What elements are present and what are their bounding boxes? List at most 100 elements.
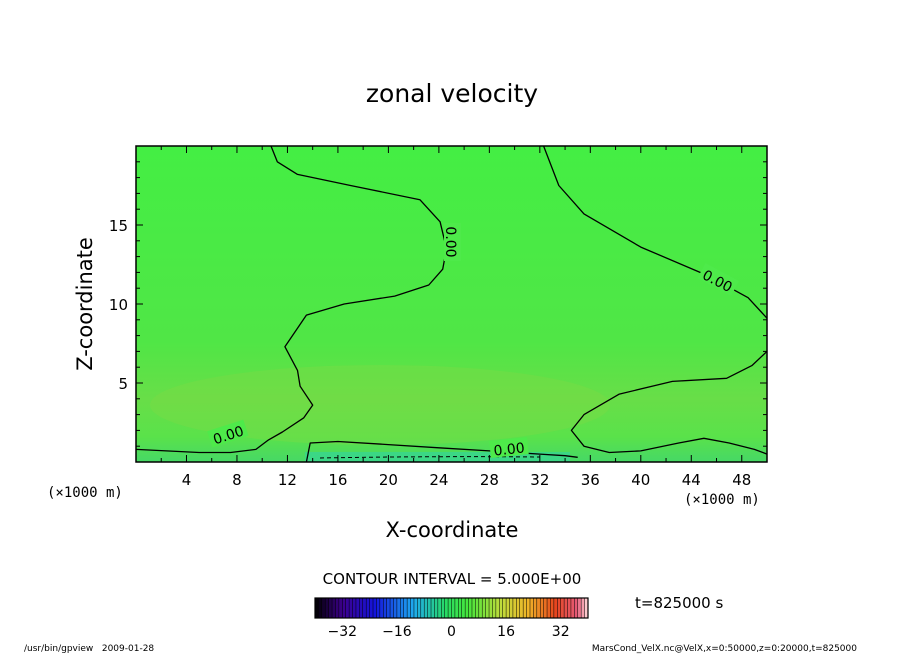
colorbar-swatch [345,598,350,618]
colorbar [314,597,589,619]
colorbar-swatch [332,598,336,618]
colorbar-swatch [584,598,589,618]
colorbar-swatch [485,598,490,618]
colorbar-swatch [328,598,333,618]
contour-label-group: 0.00 [442,223,461,261]
contour-interval-label: CONTOUR INTERVAL = 5.000E+00 [323,570,582,588]
colorbar-swatch [403,598,408,618]
colorbar-swatch [458,598,463,618]
colorbar-swatch [379,598,384,618]
colorbar-swatch [523,598,527,618]
colorbar-swatch [373,598,377,618]
colorbar-swatch [424,598,429,618]
colorbar-swatch [529,598,534,618]
colorbar-tick-label: 0 [447,624,456,640]
colorbar-tick-label: −32 [328,624,358,640]
colorbar-swatch [468,598,473,618]
contour-label: 0.00 [493,440,526,459]
colorbar-swatch [475,598,480,618]
colorbar-swatch [427,598,432,618]
colorbar-swatch [512,598,517,618]
colorbar-swatch [396,598,401,618]
x-tick-label: 4 [182,471,192,489]
y-axis-label: Z-coordinate [73,237,97,371]
colorbar-swatch [383,598,388,618]
colorbar-swatch [574,598,579,618]
colorbar-swatch [431,598,435,618]
footer-left: /usr/bin/gpview 2009-01-28 [24,644,154,654]
contour-label-bg [489,437,529,458]
contour-zero-upper-left [136,146,448,454]
colorbar-swatch [543,598,548,618]
field-background [136,146,767,462]
colorbar-swatch [526,598,531,618]
chart-title: zonal velocity [366,79,538,108]
contour-zero-lower-right [570,350,767,455]
colorbar-swatch [495,598,500,618]
x-unit-label-right: (×1000 m) [684,492,760,508]
colorbar-swatch [461,598,466,618]
contour-label-bg [207,419,249,448]
colorbar-swatch [369,598,374,618]
colorbar-swatch [454,598,459,618]
footer-right: MarsCond_VelX.nc@VelX,x=0:50000,z=0:2000… [592,644,857,654]
colorbar-swatch [502,598,507,618]
field-cool-surface-layer [305,452,570,462]
colorbar-swatch [448,598,452,618]
x-tick-label: 12 [278,471,297,489]
colorbar-swatch [533,598,538,618]
colorbar-swatch [540,598,545,618]
colorbar-swatch [335,598,340,618]
colorbar-swatch [400,598,405,618]
colorbar-swatch [564,598,568,618]
colorbar-frame [314,597,589,619]
y-axis: 5 10 15 [109,161,767,447]
colorbar-swatch [509,598,514,618]
x-tick-label: 16 [328,471,347,489]
contour-label: 0.00 [442,226,458,257]
x-tick-label: 36 [581,471,600,489]
colorbar-swatch [413,598,418,618]
colorbar-swatch [489,598,493,618]
y-tick-label: 10 [109,296,128,314]
contour-zero-upper-right [542,146,767,319]
colorbar-swatch [434,598,439,618]
colorbar-swatch [451,598,456,618]
field-warm-band [150,365,610,445]
colorbar-swatch [478,598,483,618]
colorbar-tick-label: 16 [497,624,515,640]
colorbar-swatch [362,598,367,618]
colorbar-swatch [506,598,510,618]
colorbar-swatch [547,598,551,618]
colorbar-swatch [325,598,330,618]
colorbar-swatch [390,598,394,618]
x-tick-label: 8 [232,471,242,489]
x-tick-label: 40 [631,471,650,489]
colorbar-tick-label: −16 [382,624,412,640]
colorbar-swatch [352,598,357,618]
colorbar-swatch [560,598,565,618]
colorbar-swatch [465,598,469,618]
colorbar-swatch [355,598,360,618]
contour-label-bg [697,263,740,296]
x-tick-label: 44 [682,471,701,489]
plot-field [136,146,767,462]
contour-label-bg [444,223,461,261]
colorbar-swatch [553,598,558,618]
colorbar-swatch [550,598,555,618]
x-tick-label: 20 [379,471,398,489]
x-tick-label: 28 [480,471,499,489]
contour-lines [136,146,767,462]
colorbar-swatch [482,598,487,618]
colorbar-swatch [318,598,323,618]
colorbar-swatch [581,598,585,618]
colorbar-swatch [441,598,446,618]
contour-zero-surface [305,440,578,462]
colorbar-swatch [410,598,415,618]
colorbar-swatch [393,598,398,618]
colorbar-swatch [420,598,425,618]
colorbar-swatch [519,598,524,618]
x-tick-label: 32 [530,471,549,489]
colorbar-ticks: −32 −16 0 16 32 [328,624,570,640]
